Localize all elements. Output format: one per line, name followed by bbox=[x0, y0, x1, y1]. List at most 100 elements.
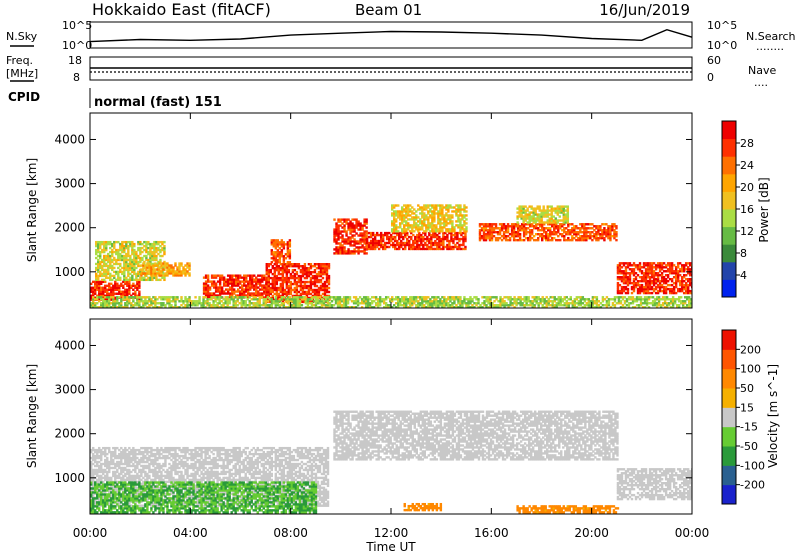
power-cell bbox=[498, 233, 502, 236]
power-cell bbox=[188, 268, 191, 271]
power-cell bbox=[686, 289, 690, 293]
power-cell bbox=[335, 232, 338, 235]
power-cell bbox=[522, 225, 526, 228]
power-cell bbox=[240, 300, 243, 303]
power-cell bbox=[526, 223, 530, 226]
power-cell bbox=[445, 218, 448, 221]
power-cell bbox=[660, 289, 664, 293]
power-cell bbox=[300, 304, 304, 307]
power-cell bbox=[363, 220, 366, 223]
power-cell bbox=[336, 300, 340, 303]
power-cell bbox=[547, 233, 550, 236]
power-cell bbox=[333, 228, 336, 231]
power-cell bbox=[484, 227, 488, 230]
power-cell bbox=[509, 300, 512, 303]
power-cell bbox=[124, 296, 127, 299]
power-cell bbox=[234, 274, 238, 277]
power-cell bbox=[316, 306, 320, 308]
power-cell bbox=[501, 304, 504, 307]
power-cell bbox=[611, 304, 615, 307]
power-cell bbox=[258, 298, 261, 301]
power-cell bbox=[630, 291, 634, 295]
power-cell bbox=[274, 257, 278, 260]
power-cell bbox=[345, 232, 348, 235]
power-cell bbox=[271, 290, 275, 294]
power-cell bbox=[449, 206, 452, 209]
power-cell bbox=[124, 292, 127, 295]
power-cell bbox=[401, 218, 404, 221]
power-cell bbox=[299, 282, 303, 286]
power-cell bbox=[397, 226, 400, 229]
power-cell bbox=[104, 306, 107, 308]
power-cell bbox=[94, 306, 97, 308]
power-cell bbox=[228, 288, 232, 291]
power-cell bbox=[520, 223, 524, 226]
power-cell bbox=[241, 286, 244, 289]
power-cell bbox=[119, 270, 122, 274]
power-cell bbox=[262, 298, 265, 301]
power-cell bbox=[577, 296, 581, 299]
power-cell bbox=[561, 233, 564, 236]
power-cell bbox=[676, 276, 680, 279]
power-cell bbox=[459, 306, 462, 308]
power-cell bbox=[379, 235, 383, 239]
power-cell bbox=[186, 306, 189, 308]
power-cell bbox=[607, 300, 611, 303]
power-cell bbox=[343, 246, 346, 249]
power-cell bbox=[186, 298, 189, 301]
power-cell bbox=[581, 231, 584, 234]
power-cell bbox=[599, 306, 603, 308]
power-cell bbox=[613, 225, 616, 228]
power-cell bbox=[319, 294, 323, 298]
power-cell bbox=[105, 256, 108, 260]
power-cell bbox=[656, 276, 660, 279]
power-cell bbox=[303, 266, 307, 270]
power-cell bbox=[413, 220, 416, 223]
power-cell bbox=[244, 304, 247, 307]
power-cell bbox=[349, 244, 352, 247]
power-cell bbox=[124, 306, 127, 308]
power-cell bbox=[366, 296, 370, 299]
power-cell bbox=[545, 236, 548, 240]
power-cell bbox=[313, 270, 317, 274]
power-cell bbox=[657, 302, 661, 305]
power-cell bbox=[143, 248, 146, 252]
power-cell bbox=[548, 219, 551, 222]
power-cell bbox=[251, 286, 254, 289]
power-cell bbox=[216, 304, 219, 307]
power-cell bbox=[583, 238, 586, 242]
power-cell bbox=[109, 278, 112, 282]
power-cell bbox=[567, 298, 570, 301]
power-cell bbox=[532, 207, 535, 210]
power-cell bbox=[532, 225, 536, 228]
power-cell bbox=[638, 283, 642, 287]
power-cell bbox=[482, 234, 486, 238]
power-cell bbox=[601, 231, 604, 234]
power-cell bbox=[115, 272, 118, 276]
power-cell bbox=[357, 250, 360, 253]
power-cell bbox=[153, 276, 156, 280]
power-cell bbox=[654, 264, 658, 267]
power-cell bbox=[502, 233, 506, 236]
power-cell bbox=[106, 292, 109, 295]
power-cell bbox=[530, 215, 533, 218]
power-cell bbox=[284, 243, 288, 246]
power-cell bbox=[281, 282, 285, 286]
power-cell bbox=[591, 300, 595, 303]
power-cell bbox=[170, 304, 173, 307]
power-cell bbox=[240, 296, 243, 299]
power-cell bbox=[638, 287, 642, 291]
power-cell bbox=[154, 296, 157, 299]
power-cell bbox=[110, 298, 113, 301]
power-cell bbox=[523, 306, 526, 308]
power-cell bbox=[354, 306, 358, 308]
power-cell bbox=[421, 206, 424, 209]
power-cell bbox=[317, 286, 321, 290]
power-cell bbox=[465, 302, 468, 305]
power-cell bbox=[137, 272, 140, 276]
power-cell bbox=[458, 245, 461, 249]
power-cell bbox=[680, 285, 684, 289]
power-cell bbox=[661, 302, 665, 305]
power-cell bbox=[336, 304, 340, 307]
power-cell bbox=[463, 230, 466, 233]
